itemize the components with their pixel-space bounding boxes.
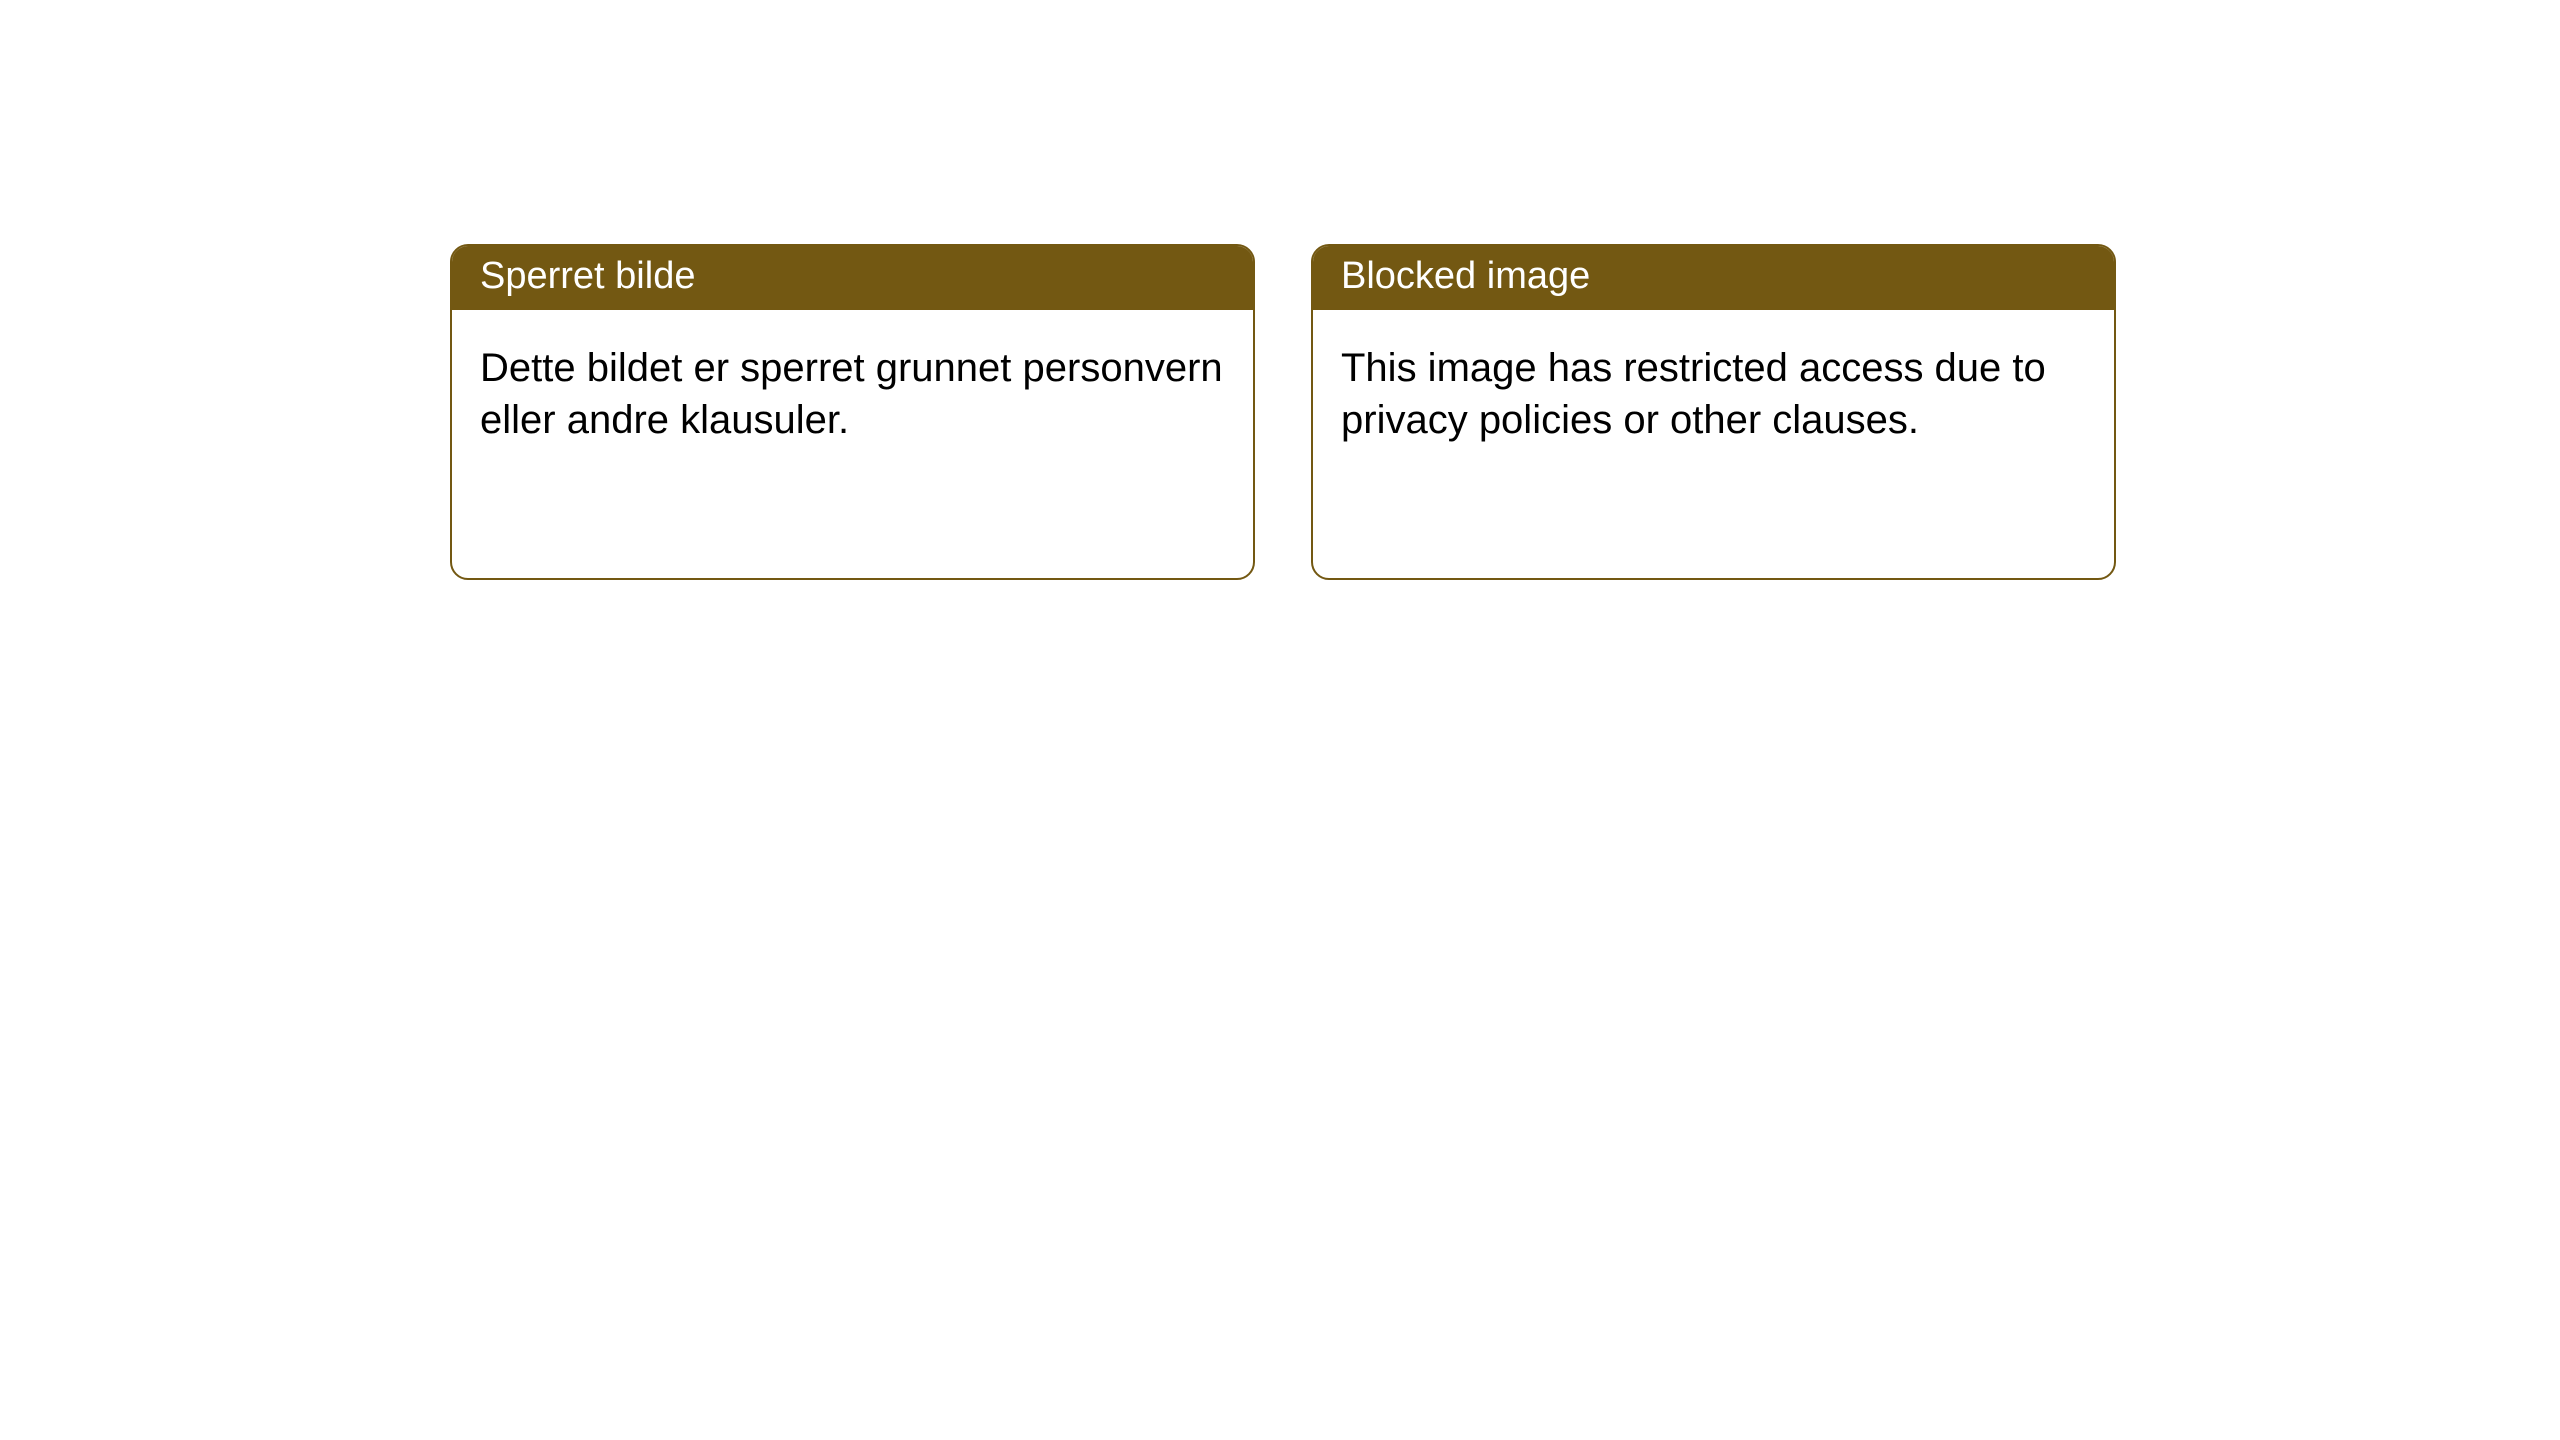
notice-card-english: Blocked image This image has restricted … <box>1311 244 2116 580</box>
notice-header: Sperret bilde <box>452 246 1253 310</box>
notice-body-text: This image has restricted access due to … <box>1341 346 2046 442</box>
notice-body: This image has restricted access due to … <box>1313 310 2114 478</box>
notice-title: Blocked image <box>1341 255 1590 297</box>
notice-body-text: Dette bildet er sperret grunnet personve… <box>480 346 1223 442</box>
notice-body: Dette bildet er sperret grunnet personve… <box>452 310 1253 478</box>
notice-container: Sperret bilde Dette bildet er sperret gr… <box>0 0 2560 580</box>
notice-card-norwegian: Sperret bilde Dette bildet er sperret gr… <box>450 244 1255 580</box>
notice-header: Blocked image <box>1313 246 2114 310</box>
notice-title: Sperret bilde <box>480 255 695 297</box>
